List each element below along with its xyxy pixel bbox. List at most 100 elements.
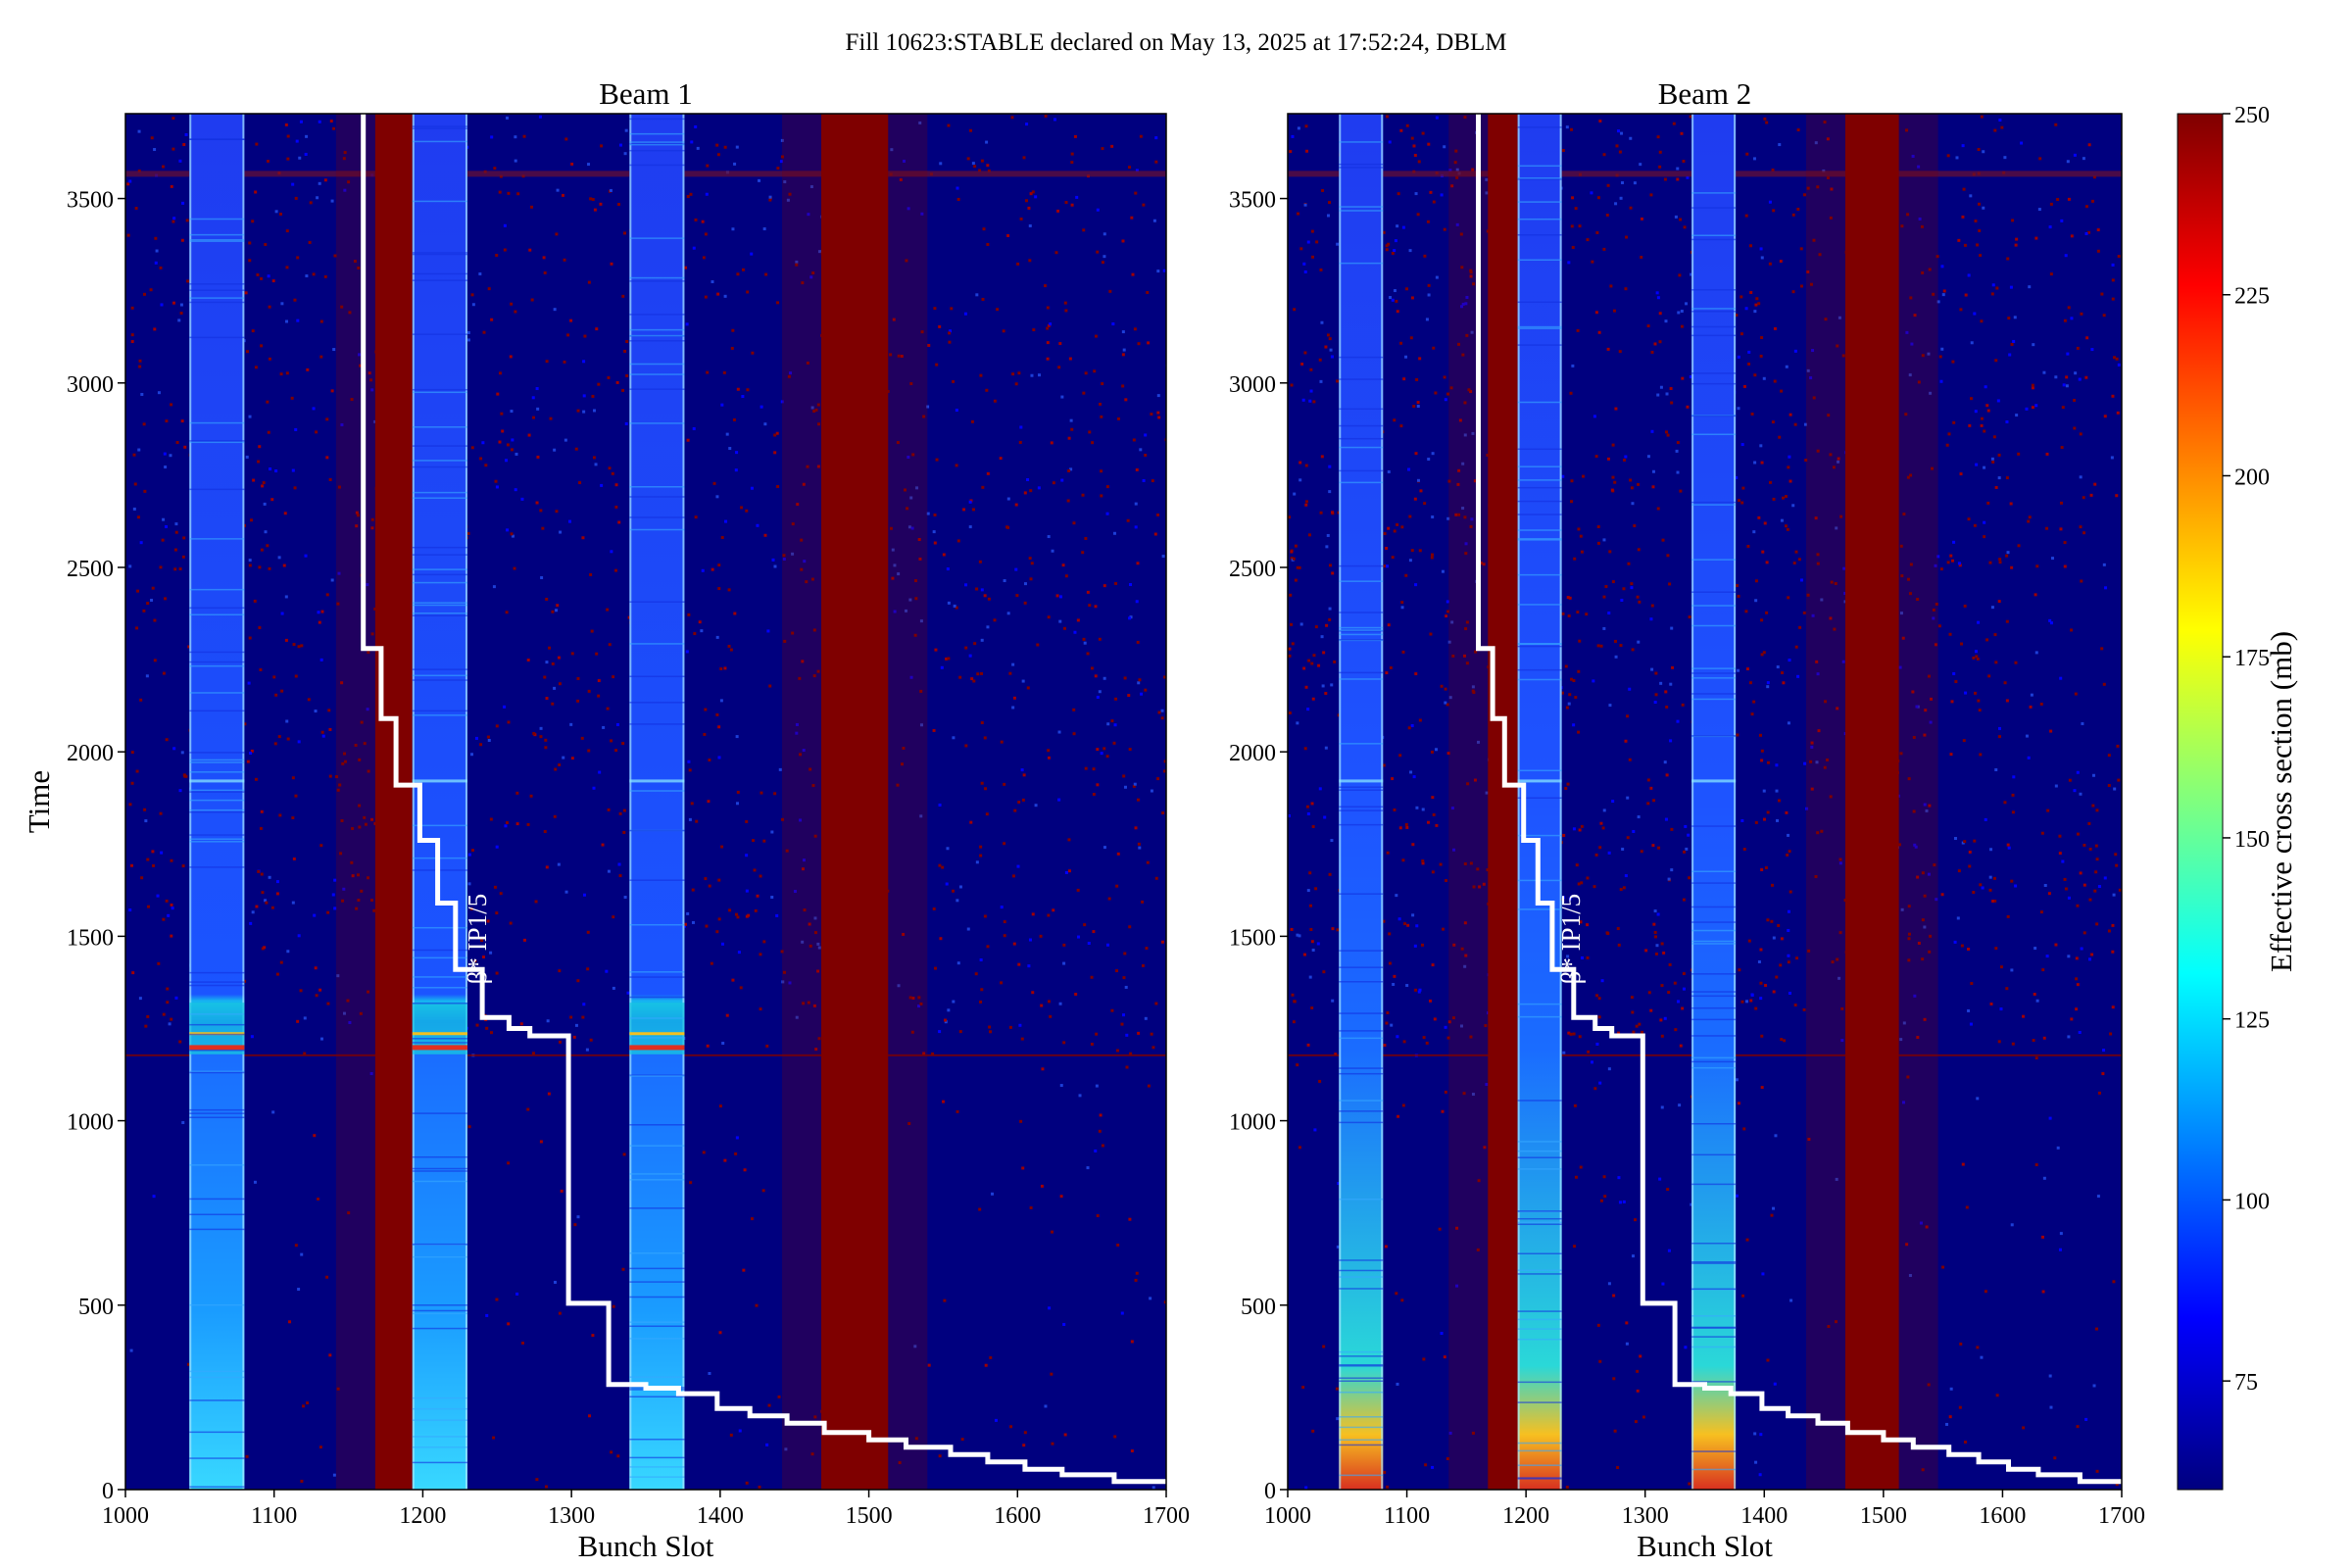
train-streak: [629, 1267, 685, 1270]
train-streak: [1691, 591, 1737, 593]
axes-frame: [1287, 113, 2123, 1491]
train-streak: [629, 1124, 685, 1126]
train-streak: [629, 516, 685, 518]
figure-suptitle: Fill 10623:STABLE declared on May 13, 20…: [845, 29, 1506, 56]
x-tick-label: 1100: [1384, 1503, 1430, 1529]
train-streak: [189, 1112, 245, 1114]
train-streak: [1691, 1327, 1737, 1329]
colorbar-tick-label: 200: [2234, 465, 2270, 490]
x-tick-label: 1300: [1622, 1503, 1669, 1529]
train-streak: [1517, 1003, 1562, 1005]
colorbar-tick-label: 100: [2234, 1189, 2270, 1214]
train-streak: [1517, 1210, 1562, 1212]
train-streak: [1517, 1328, 1562, 1330]
train-streak: [1691, 372, 1737, 374]
train-streak: [1517, 177, 1562, 179]
train-streak: [412, 200, 467, 203]
train-streak: [629, 779, 685, 783]
train-streak: [189, 759, 245, 761]
train-streak: [629, 1017, 685, 1019]
train-streak: [412, 614, 467, 616]
y-tick-label: 0: [102, 1479, 114, 1504]
train-streak: [1691, 1006, 1737, 1009]
train-streak: [629, 276, 685, 279]
train-streak: [1517, 1150, 1562, 1152]
train-streak: [629, 496, 685, 498]
train-streak: [1691, 667, 1737, 669]
train-streak: [1339, 1067, 1384, 1069]
train-streak: [1517, 1464, 1562, 1466]
train-band: [189, 114, 245, 1490]
train-streak: [1339, 408, 1384, 411]
train-streak: [629, 1173, 685, 1175]
train-streak: [1339, 950, 1384, 952]
train-streak: [1517, 1223, 1562, 1226]
beta-star-step-line: [361, 114, 1166, 1485]
train-streak: [189, 1198, 245, 1200]
train-streak: [189, 538, 245, 540]
colorbar-tick-label: 250: [2234, 103, 2270, 128]
colorbar-label: Effective cross section (mb): [2264, 631, 2298, 972]
train-streak: [412, 679, 467, 681]
train-streak: [1691, 825, 1737, 827]
hot-band: [374, 114, 413, 1490]
train-streak: [412, 1327, 467, 1330]
train-streak: [1691, 1035, 1737, 1037]
beta-star-annotation: β* IP1/5: [1556, 894, 1586, 985]
train-streak: [629, 1145, 685, 1147]
train-streak: [189, 651, 245, 654]
train-streak: [1339, 639, 1384, 641]
train-streak: [1339, 1037, 1384, 1040]
train-streak: [412, 1312, 467, 1315]
train-band-highlight: [189, 1032, 245, 1036]
train-streak: [1339, 1439, 1384, 1442]
train-streak: [1691, 1315, 1737, 1317]
train-streak: [1691, 677, 1737, 679]
plot-area: β* IP1/5: [1288, 114, 2122, 1490]
x-tick-label: 1200: [1502, 1503, 1549, 1529]
train-streak: [412, 779, 467, 783]
train-streak: [1517, 165, 1562, 168]
x-tick-label: 1300: [548, 1503, 595, 1529]
train-streak: [629, 1296, 685, 1298]
train-band-edge: [1339, 114, 1342, 1490]
train-streak: [1691, 415, 1737, 417]
train-streak: [412, 1112, 467, 1114]
colorbar-tick-label: 150: [2234, 827, 2270, 853]
train-streak: [1339, 743, 1384, 745]
train-streak: [189, 240, 245, 242]
train-streak: [1339, 580, 1384, 582]
train-streak: [412, 674, 467, 677]
train-streak: [412, 1243, 467, 1246]
train-streak: [189, 1431, 245, 1434]
train-streak: [1339, 1416, 1384, 1418]
train-band: [629, 114, 685, 1490]
train-streak: [412, 1180, 467, 1183]
train-streak: [189, 289, 245, 291]
train-streak: [1517, 1168, 1562, 1170]
train-streak: [1691, 1153, 1737, 1156]
train-band-highlight: [412, 1045, 467, 1051]
train-streak: [189, 808, 245, 811]
train-streak: [1339, 1121, 1384, 1124]
train-streak: [1691, 991, 1737, 993]
train-streak: [1339, 1350, 1384, 1353]
train-streak: [629, 1396, 685, 1397]
train-streak: [629, 879, 685, 881]
train-streak: [189, 1023, 245, 1026]
train-streak: [1517, 645, 1562, 648]
hot-band-halo: [335, 114, 375, 1490]
y-tick-label: 2000: [1229, 741, 1276, 766]
train-streak: [629, 996, 685, 999]
train-streak: [1691, 559, 1737, 561]
train-streak: [412, 1170, 467, 1172]
plot-area: β* IP1/5: [125, 114, 1166, 1490]
train-streak: [1691, 906, 1737, 908]
train-streak: [629, 280, 685, 282]
train-streak: [629, 422, 685, 424]
train-streak: [1517, 259, 1562, 262]
y-tick-label: 3500: [1229, 188, 1276, 214]
train-streak: [412, 1419, 467, 1421]
train-streak: [1691, 973, 1737, 975]
train-streak: [1339, 893, 1384, 895]
